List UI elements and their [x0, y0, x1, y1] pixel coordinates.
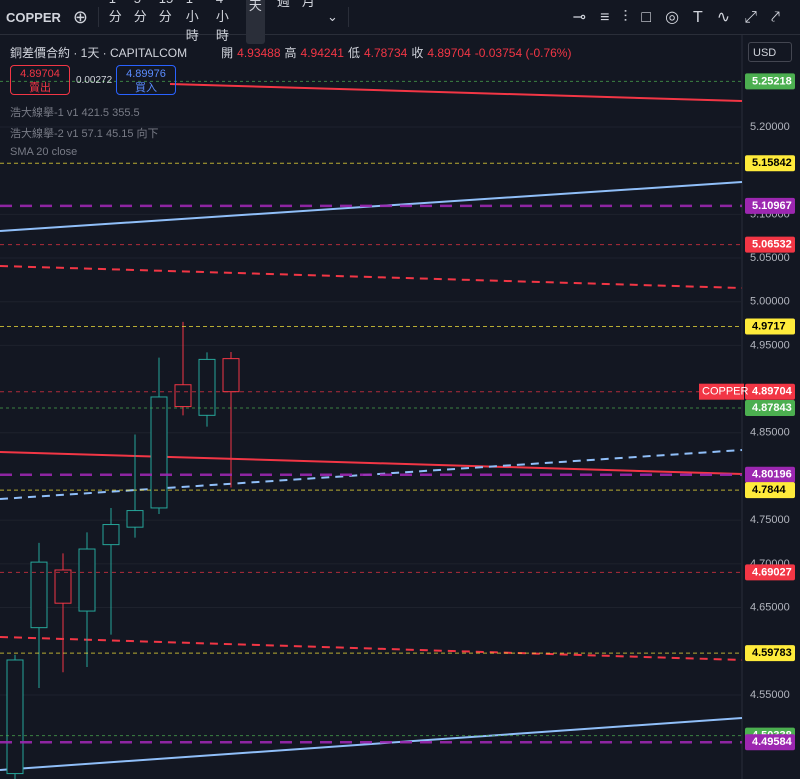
trend-line: [0, 451, 743, 475]
price-label: 4.59783: [752, 647, 792, 659]
y-tick-label: 5.20000: [750, 121, 790, 133]
price-label-bg: [745, 155, 795, 172]
candle-body: [198, 358, 216, 416]
symbol-label: COPPER: [702, 386, 749, 398]
sell-button[interactable]: 4.89704 賣出: [10, 65, 70, 95]
candle-body: [102, 524, 120, 546]
add-symbol[interactable]: ⊕: [72, 6, 88, 27]
ohlc-label: 開: [221, 46, 234, 60]
interval[interactable]: 15分: [158, 0, 173, 24]
y-tick-label: 4.65000: [750, 601, 790, 613]
indicator[interactable]: 浩大線擧-1 v1 421.5 355.5: [10, 107, 140, 119]
price-label: 4.87843: [752, 402, 792, 414]
candle-body: [30, 561, 48, 629]
ohlc-label: 高: [284, 46, 297, 60]
trend-line: [169, 83, 743, 102]
price-label-bg: [745, 399, 795, 416]
price-label: 5.06532: [752, 239, 792, 251]
y-tick-label: 4.75000: [750, 514, 790, 526]
ohlc-value: 4.94241: [300, 45, 344, 60]
trend-line: [0, 636, 743, 661]
price-label-bg: [745, 318, 795, 335]
price-label: 5.25218: [752, 75, 792, 87]
price-label-bg: [745, 482, 795, 499]
y-tick-label: 4.55000: [750, 689, 790, 701]
spread: 0.00272: [76, 75, 113, 86]
toolbar: COPPER ⊕ 1分 5分 15分 1小時 4小時 天 週 月 ⌄ ⊸≡⫶□◎T∿⤢⤤: [0, 0, 800, 44]
price-label-bg: [745, 734, 795, 751]
interval[interactable]: 1小時: [185, 0, 199, 43]
price-label: 4.69027: [752, 566, 792, 578]
price-label-bg: [745, 466, 795, 483]
symbol[interactable]: COPPER: [6, 9, 61, 25]
price-label: 5.10967: [752, 200, 792, 212]
price-label-bg: [745, 645, 795, 662]
price-label: 4.80196: [752, 469, 792, 481]
y-tick-label: 4.85000: [750, 427, 790, 439]
candle-body: [174, 384, 192, 408]
candle-body: [126, 510, 144, 528]
legend-title: 銅差價合約 · 1天 · CAPITALCOM: [10, 46, 188, 60]
buy-label: 買入: [135, 82, 157, 94]
ohlc-value: 4.93488: [237, 45, 281, 60]
price-label: 4.9717: [752, 320, 786, 332]
price-label-bg: [745, 197, 795, 214]
interval[interactable]: 5分: [133, 0, 147, 24]
trend-line: [0, 717, 743, 771]
buy-price: 4.89976: [126, 68, 166, 80]
price-label: 4.49584: [752, 736, 793, 748]
sell-label: 賣出: [29, 82, 51, 94]
y-tick-label: 5.05000: [750, 252, 790, 264]
indicator[interactable]: SMA 20 close: [10, 146, 78, 158]
interval[interactable]: 天: [245, 0, 265, 44]
trend-line: [0, 265, 743, 289]
price-label: 5.15842: [752, 157, 792, 169]
ohlc-label: 低: [347, 46, 360, 60]
symbol-label-bg: [699, 383, 744, 400]
candle-body: [6, 659, 24, 775]
candle-body: [150, 396, 168, 509]
currency[interactable]: USD: [748, 42, 792, 62]
price-label: 4.7844: [752, 484, 787, 496]
price-label: 4.89704: [752, 386, 793, 398]
separator: [347, 7, 349, 27]
y-tick-label: 5.00000: [750, 296, 790, 308]
separator: [98, 7, 99, 27]
drawing-tools[interactable]: ⊸≡⫶□◎T∿⤢⤤: [572, 9, 795, 26]
interval[interactable]: 1分: [108, 0, 122, 24]
dropdown[interactable]: ⌄: [326, 9, 338, 24]
price-label-bg: [745, 564, 795, 581]
drawings: [0, 83, 743, 771]
candle-body: [78, 548, 96, 612]
intervals: 1分 5分 15分 1小時 4小時 天 週 月: [103, 0, 321, 44]
candle-body: [54, 569, 72, 604]
ohlc-label: 收: [411, 46, 424, 60]
price-label-bg: [745, 73, 795, 90]
interval[interactable]: 月: [301, 0, 315, 9]
ohlc-value: 4.89704: [427, 45, 471, 60]
interval[interactable]: 週: [276, 0, 290, 9]
legend: 銅差價合約 · 1天 · CAPITALCOM 開 4.93488 高 4.9424…: [10, 44, 571, 61]
change: -0.03754 (-0.76%): [474, 45, 572, 60]
buy-button[interactable]: 4.89976 買入: [116, 65, 176, 95]
sell-price: 4.89704: [20, 68, 60, 80]
indicator[interactable]: 浩大線擧-2 v1 57.1 45.15 向下: [10, 128, 159, 140]
ohlc-value: 4.78734: [363, 45, 408, 60]
y-tick-label: 4.95000: [750, 339, 790, 351]
price-label-bg: [745, 383, 795, 400]
candle-body: [222, 358, 240, 393]
interval[interactable]: 4小時: [215, 0, 229, 43]
price-label-bg: [745, 236, 795, 253]
